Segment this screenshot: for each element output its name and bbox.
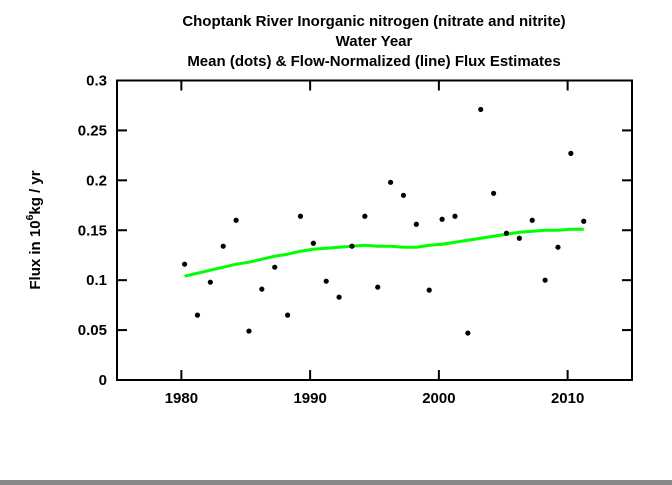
- mean-flux-dot: [387, 179, 394, 185]
- chart-title-line-3: Mean (dots) & Flow-Normalized (line) Flu…: [187, 53, 560, 70]
- flow-normalized-line: [184, 227, 584, 278]
- mean-flux-dot: [323, 278, 329, 284]
- y-tick-label: 0.05: [78, 322, 107, 339]
- mean-flux-dot: [207, 279, 213, 285]
- mean-flux-dot: [426, 287, 432, 293]
- y-tick-label: 0: [99, 372, 107, 389]
- x-tick-label: 2000: [422, 390, 455, 407]
- x-tick-label: 2010: [551, 390, 584, 407]
- mean-flux-dot: [465, 330, 471, 336]
- y-axis-label-prefix: Flux in 10: [27, 220, 44, 289]
- mean-flux-dot: [400, 192, 407, 198]
- y-tick-label: 0.2: [86, 172, 107, 189]
- y-axis-label-superscript: 6: [24, 214, 36, 220]
- mean-flux-dot: [349, 243, 355, 249]
- mean-flux-dot: [439, 216, 445, 222]
- chart-title: Choptank River Inorganic nitrogen (nitra…: [182, 13, 565, 70]
- mean-flux-dot: [529, 217, 535, 223]
- y-tick-label: 0.3: [86, 73, 107, 90]
- mean-flux-dot: [284, 312, 291, 318]
- y-tick-label: 0.25: [78, 122, 107, 139]
- mean-flux-dot: [246, 328, 252, 334]
- mean-flux-dot: [181, 261, 188, 267]
- y-axis-label: Flux in 106kg / yr: [24, 170, 44, 289]
- plot-area: 1980 1990 2000 2010 0 0.05 0.1 0.15 0.2 0.25 0.3: [78, 73, 633, 407]
- chart-title-line-1: Choptank River Inorganic nitrogen (nitra…: [182, 13, 565, 30]
- x-tick-label: 1990: [293, 390, 326, 407]
- mean-flux-dot: [336, 294, 342, 300]
- chart-title-line-2: Water Year: [336, 33, 413, 50]
- mean-flux-dot: [516, 235, 522, 241]
- mean-flux-dot: [375, 284, 381, 290]
- mean-flux-dot: [503, 230, 510, 236]
- y-tick-label: 0.15: [78, 222, 107, 239]
- mean-flux-dot: [452, 213, 458, 219]
- mean-flux-dot: [259, 286, 265, 292]
- mean-flux-dot: [362, 213, 368, 219]
- x-tick-label: 1980: [165, 390, 198, 407]
- mean-flux-dot: [490, 190, 497, 196]
- mean-flux-dot: [297, 213, 304, 219]
- mean-flux-dot: [581, 218, 587, 224]
- mean-flux-dot: [542, 277, 548, 283]
- mean-flux-dot: [233, 217, 239, 223]
- mean-flux-dot: [194, 312, 201, 318]
- mean-flux-dot: [310, 240, 316, 246]
- y-tick-label: 0.1: [86, 272, 107, 289]
- mean-flux-dot: [413, 221, 419, 227]
- mean-flux-dot: [555, 244, 561, 250]
- mean-flux-dot: [478, 106, 484, 113]
- mean-flux-dot: [568, 150, 574, 156]
- y-axis-label-suffix: kg / yr: [27, 170, 44, 214]
- mean-flux-dot: [272, 264, 278, 270]
- mean-flux-dot: [220, 243, 226, 249]
